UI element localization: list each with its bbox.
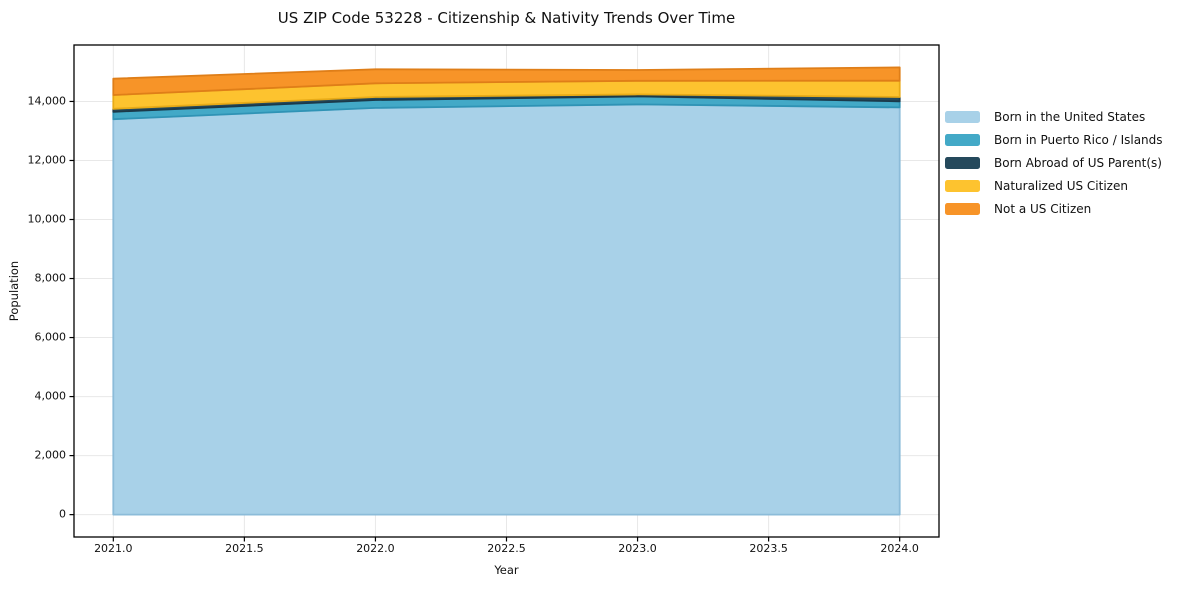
y-tick-label: 8,000: [35, 272, 67, 285]
legend-label: Naturalized US Citizen: [994, 178, 1128, 193]
legend-label: Born in Puerto Rico / Islands: [994, 132, 1163, 147]
x-tick-label: 2023.5: [749, 542, 788, 555]
legend-label: Born Abroad of US Parent(s): [994, 155, 1162, 170]
legend-item-born-in-the-united-states: Born in the United States: [945, 105, 1163, 128]
legend-swatch: [945, 179, 980, 192]
legend-swatch: [945, 133, 980, 146]
y-tick-label: 10,000: [28, 213, 67, 226]
chart-title: US ZIP Code 53228 - Citizenship & Nativi…: [277, 9, 736, 27]
legend-item-not-a-us-citizen: Not a US Citizen: [945, 197, 1163, 220]
x-tick-label: 2022.5: [487, 542, 526, 555]
area-born-in-the-united-states: [112, 103, 901, 516]
legend-swatch: [945, 110, 980, 123]
legend-item-born-in-puerto-rico-islands: Born in Puerto Rico / Islands: [945, 128, 1163, 151]
y-tick-label: 12,000: [28, 153, 67, 166]
legend: Born in the United States Born in Puerto …: [945, 105, 1163, 220]
legend-item-born-abroad-of-us-parent-s: Born Abroad of US Parent(s): [945, 151, 1163, 174]
y-tick-label: 14,000: [28, 94, 67, 107]
y-axis-label: Population: [7, 260, 21, 322]
x-tick-label: 2024.0: [880, 542, 919, 555]
y-tick-label: 6,000: [35, 331, 67, 344]
y-tick-label: 2,000: [35, 449, 67, 462]
y-tick-label: 0: [59, 508, 66, 521]
legend-label: Born in the United States: [994, 109, 1146, 124]
legend-swatch: [945, 156, 980, 169]
x-axis-label: Year: [494, 563, 519, 577]
x-tick-label: 2021.0: [94, 542, 133, 555]
legend-label: Not a US Citizen: [994, 201, 1092, 216]
legend-item-naturalized-us-citizen: Naturalized US Citizen: [945, 174, 1163, 197]
y-tick-label: 4,000: [35, 390, 67, 403]
legend-swatch: [945, 202, 980, 215]
x-tick-label: 2022.0: [356, 542, 395, 555]
x-tick-label: 2023.0: [618, 542, 657, 555]
area-not-a-us-citizen: [112, 66, 901, 96]
x-tick-label: 2021.5: [225, 542, 264, 555]
